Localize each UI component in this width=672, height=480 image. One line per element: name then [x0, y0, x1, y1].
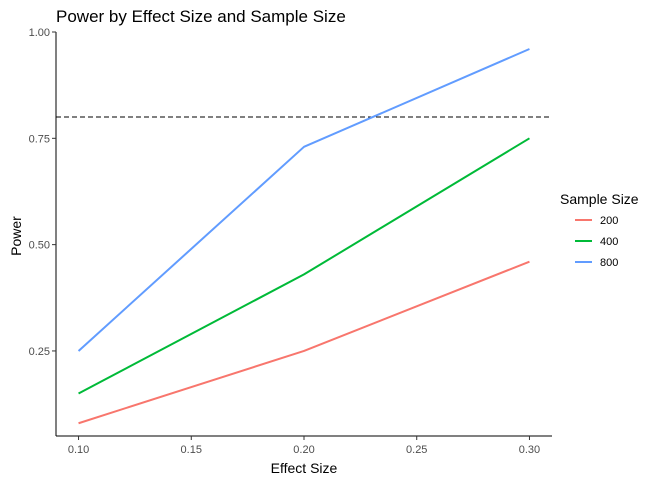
x-ticks: 0.10 0.15 0.20 0.25 0.30: [68, 436, 540, 456]
series-line-800: [77, 48, 530, 352]
y-axis-title: Power: [8, 216, 24, 256]
y-tick-label: 1.00: [29, 27, 50, 39]
series-line-200: [78, 260, 530, 425]
chart-title: Power by Effect Size and Sample Size: [56, 7, 346, 26]
legend-label-800: 800: [600, 257, 618, 269]
legend-label-200: 200: [600, 215, 618, 227]
x-axis-title: Effect Size: [271, 460, 338, 476]
series-lines: [77, 48, 530, 425]
x-tick-label: 0.25: [406, 444, 427, 456]
legend-items: 200 400 800: [575, 215, 618, 269]
plot-area: 0.10 0.15 0.20 0.25 0.30 0.25 0.50 0.75 1.00: [29, 27, 552, 456]
x-tick-label: 0.15: [181, 444, 202, 456]
y-tick-label: 0.50: [29, 240, 50, 252]
legend-label-400: 400: [600, 236, 618, 248]
y-ticks: 0.25 0.50 0.75 1.00: [29, 27, 56, 358]
x-tick-label: 0.10: [68, 444, 89, 456]
y-tick-label: 0.75: [29, 133, 50, 145]
x-tick-label: 0.30: [519, 444, 540, 456]
legend-title: Sample Size: [560, 191, 639, 207]
series-line-400: [78, 137, 530, 395]
x-tick-label: 0.20: [293, 444, 314, 456]
y-tick-label: 0.25: [29, 346, 50, 358]
legend: Sample Size 200 400 800: [560, 191, 639, 269]
